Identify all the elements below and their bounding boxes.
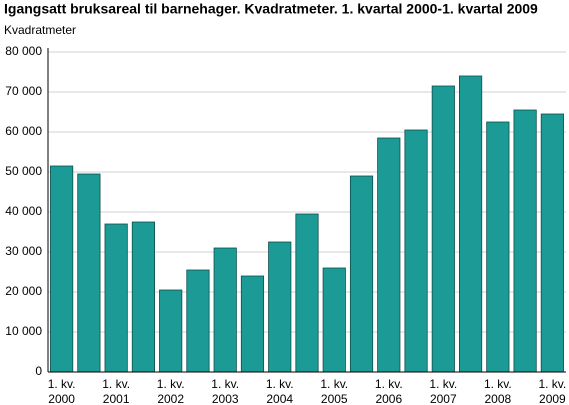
bar xyxy=(50,165,74,373)
x-tick-label: 1. kv. xyxy=(211,377,239,391)
x-tick-label: 1. kv. xyxy=(484,377,512,391)
y-tick-label: 50 000 xyxy=(5,164,42,178)
x-tick-label: 2007 xyxy=(430,392,457,405)
x-tick-label: 1. kv. xyxy=(375,377,403,391)
y-tick-label: 10 000 xyxy=(5,324,42,338)
x-tick-label: 1. kv. xyxy=(266,377,294,391)
bar xyxy=(540,113,564,373)
x-tick-label: 2001 xyxy=(103,392,130,405)
x-tick-label: 1. kv. xyxy=(102,377,130,391)
y-tick-label: 0 xyxy=(35,364,42,378)
x-tick-label: 2009 xyxy=(539,392,566,405)
bar xyxy=(486,121,510,373)
y-tick-label: 70 000 xyxy=(5,84,42,98)
y-tick-label: 20 000 xyxy=(5,284,42,298)
y-tick-label: 40 000 xyxy=(5,204,42,218)
bar xyxy=(240,275,265,373)
bar xyxy=(377,137,401,373)
chart-title: Igangsatt bruksareal til barnehager. Kva… xyxy=(4,1,538,17)
bar xyxy=(431,85,455,373)
bar xyxy=(349,175,374,373)
y-tick-label: 30 000 xyxy=(5,244,42,258)
bar xyxy=(404,129,428,373)
bar xyxy=(77,173,101,373)
x-tick-label: 2003 xyxy=(212,392,239,405)
bar xyxy=(104,223,128,373)
x-tick-label: 2008 xyxy=(484,392,511,405)
bar xyxy=(322,267,346,373)
x-tick-label: 2000 xyxy=(48,392,75,405)
x-tick-label: 1. kv. xyxy=(538,377,566,391)
bar xyxy=(295,213,319,373)
y-axis-label: Kvadratmeter xyxy=(4,23,76,37)
bar xyxy=(131,221,155,373)
x-tick-label: 2006 xyxy=(375,392,402,405)
x-tick-label: 1. kv. xyxy=(320,377,348,391)
bar xyxy=(268,241,292,373)
bar xyxy=(459,75,483,373)
x-tick-label: 1. kv. xyxy=(48,377,76,391)
x-tick-label: 2004 xyxy=(266,392,293,405)
bar xyxy=(186,269,210,373)
x-tick-label: 1. kv. xyxy=(429,377,457,391)
bar xyxy=(213,247,237,373)
bar xyxy=(159,289,183,373)
bar xyxy=(513,109,537,373)
y-tick-label: 80 000 xyxy=(5,44,42,58)
x-tick-label: 1. kv. xyxy=(157,377,185,391)
x-tick-label: 2002 xyxy=(157,392,184,405)
y-tick-label: 60 000 xyxy=(5,124,42,138)
x-tick-label: 2005 xyxy=(321,392,348,405)
